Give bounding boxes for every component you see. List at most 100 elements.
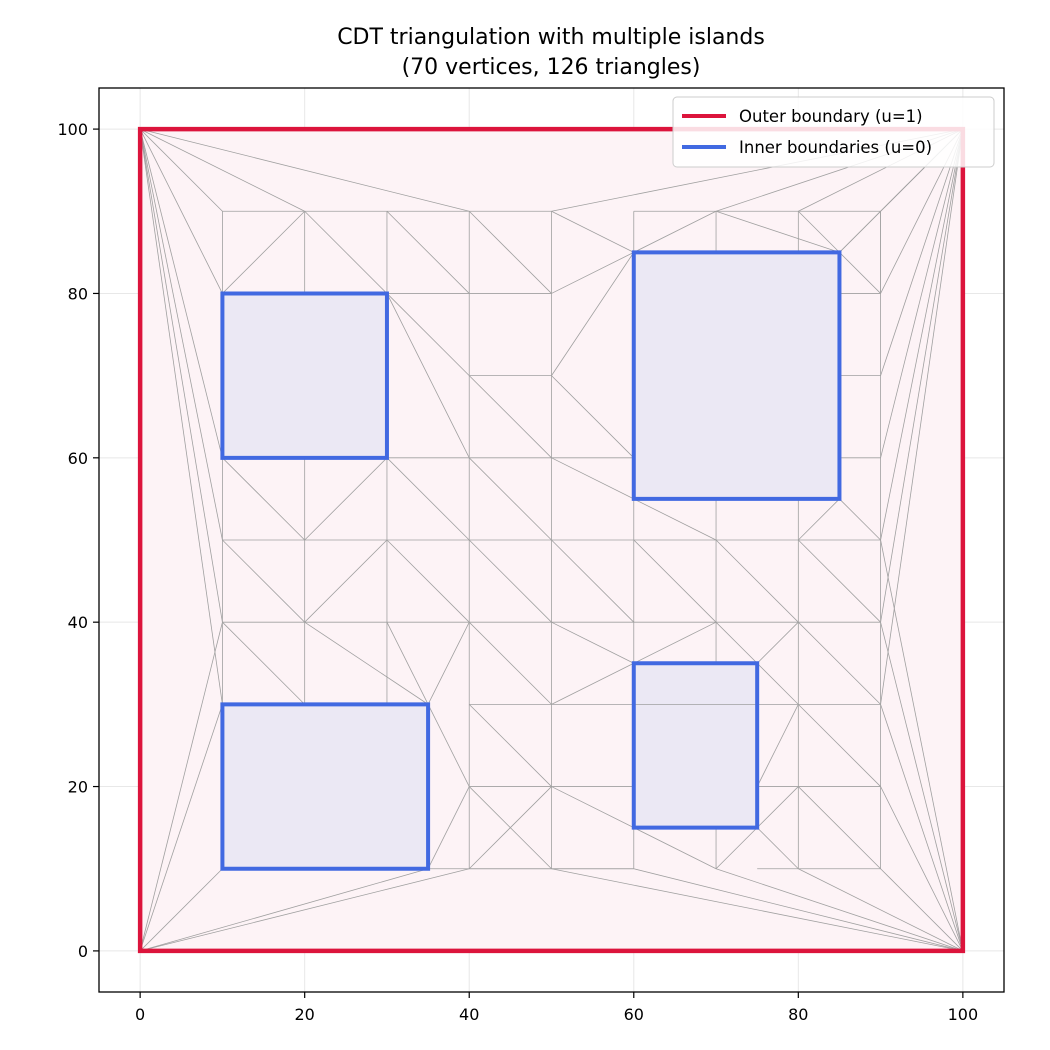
mesh-edge [798,868,964,952]
mesh-edge [139,128,305,212]
mesh-edge [222,210,305,294]
mesh-edge [633,621,717,664]
mesh-edge [304,621,429,705]
mesh-edge [551,868,963,952]
x-tick-label-20: 20 [295,1005,315,1024]
mesh-edge [880,704,964,952]
mesh-edge [468,539,552,623]
plot-area: 0 20 40 60 80 100 0 20 40 60 80 100 Outer boundary (… [57,87,1005,1024]
mesh-edge [551,662,634,705]
y-tick-label-100: 100 [57,120,88,139]
y-tick-label-60: 60 [68,449,88,468]
x-tick-label-60: 60 [624,1005,644,1024]
mesh-edge [633,827,717,870]
mesh-edge [140,868,470,952]
mesh-edge [798,786,881,870]
mesh-edge [551,375,635,459]
mesh-edge [551,457,634,500]
mesh-edge [715,539,799,623]
mesh-edge [551,252,634,294]
mesh-edge [468,786,552,870]
legend-box [672,96,995,168]
y-tick-label-20: 20 [68,778,88,797]
mesh-edge [386,539,470,623]
mesh-edge [551,786,634,828]
mesh-edge [756,827,799,870]
mesh-edge [715,868,963,952]
mesh-edge [139,129,223,541]
chart-title-line2: (70 vertices, 126 triangles) [402,55,701,80]
mesh-edge [386,622,429,705]
mesh-edge [140,868,429,952]
mesh-edge [880,868,964,952]
mesh-edge [798,704,881,787]
mesh-edge [139,704,223,952]
mesh-edge [139,128,223,458]
mesh-edge [386,457,470,541]
legend-label-1: Inner boundaries (u=0) [739,138,932,157]
mesh-edge [756,786,799,828]
mesh-edge [139,129,223,623]
mesh-edge [798,539,881,623]
mesh-edge [468,621,552,705]
mesh-edge [880,129,964,541]
mesh-edge [139,128,223,212]
inner-boundary-2 [220,702,431,871]
x-tick-label-100: 100 [948,1005,979,1024]
mesh-edge [880,622,964,952]
mesh-edge [427,704,470,787]
mesh-edge [633,498,717,541]
y-tick-label-80: 80 [68,284,88,303]
mesh-edge [880,128,964,376]
mesh-edge [715,210,840,253]
mesh-edge [468,375,552,459]
chart-title-line1: CDT triangulation with multiple islands [337,25,765,50]
mesh-edge [551,210,634,253]
mesh-edge [798,498,840,541]
mesh-edge [139,622,223,952]
inner-boundary-1 [631,250,842,501]
mesh-edge [551,621,634,664]
mesh-edge [427,622,470,705]
mesh-edge [304,457,388,541]
mesh-edge [304,210,388,294]
x-tick-label-80: 80 [788,1005,808,1024]
mesh-edge [798,210,840,253]
mesh-edge [756,662,799,705]
y-tick-label-40: 40 [68,613,88,632]
mesh-edge [468,210,552,294]
mesh-edge [551,252,635,376]
legend-label-0: Outer boundary (u=1) [739,107,923,126]
mesh-edge [304,539,388,623]
mesh-edge [880,786,964,952]
mesh-edge [633,539,717,623]
mesh-edge [880,129,964,623]
axes-frame [98,87,1005,993]
mesh-edge [139,129,223,705]
mesh-edge [798,621,881,705]
mesh-edge [715,621,758,664]
inner-hole-fill-1 [633,252,840,499]
x-tick-label-40: 40 [459,1005,479,1024]
mesh-edge [222,621,305,705]
mesh-edge [756,621,799,664]
mesh-edge [386,293,470,376]
mesh-edge [633,210,717,253]
mesh-edge [633,868,963,952]
mesh-edge [839,210,881,253]
mesh-edge [427,786,470,869]
x-tick-label-0: 0 [135,1005,145,1024]
mesh-edge [715,827,758,870]
inner-boundary-0 [220,291,389,460]
mesh-edge [468,457,552,541]
mesh-edge [139,868,223,952]
mesh-edge [839,252,881,294]
mesh-edge [139,128,223,294]
mesh-edge [468,704,552,787]
inner-hole-fill-2 [222,704,429,869]
mesh-edge [222,539,305,623]
inner-hole-fill-3 [633,663,758,828]
mesh-edge [880,128,964,458]
mesh-edge [386,293,470,458]
